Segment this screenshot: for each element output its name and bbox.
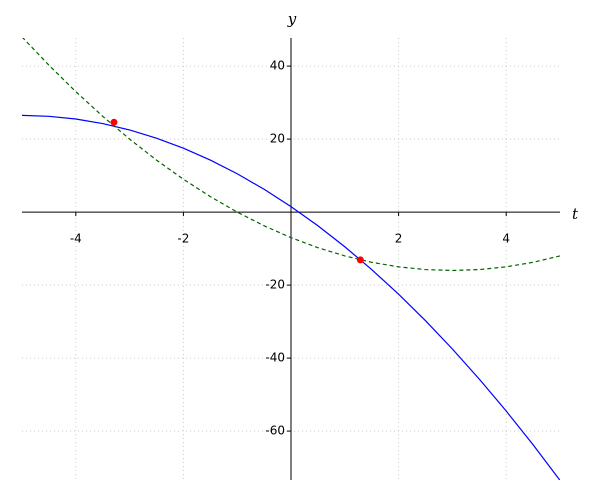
x-tick-label: -2	[177, 232, 189, 246]
y-tick-label: 20	[270, 132, 285, 146]
x-tick-label: 2	[395, 232, 403, 246]
y-tick-label: -20	[265, 278, 285, 292]
intersection-point	[356, 256, 364, 264]
y-tick-label: 40	[270, 59, 285, 73]
curve	[22, 38, 560, 272]
plot-area	[22, 38, 560, 480]
y-tick-label: -60	[265, 424, 285, 438]
x-axis-label: t	[572, 205, 579, 223]
x-tick-label: 4	[502, 232, 510, 246]
curve	[22, 114, 560, 480]
intersection-point	[110, 118, 118, 126]
y-axis-label: y	[287, 10, 297, 28]
x-tick-label: -4	[70, 232, 82, 246]
y-tick-label: -40	[265, 351, 285, 365]
